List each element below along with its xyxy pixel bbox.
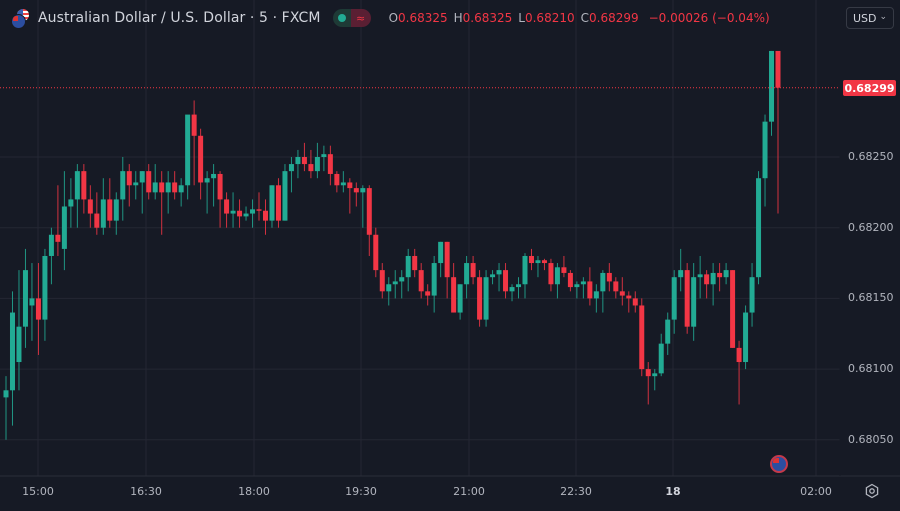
price-tick-label: 0.68150	[848, 291, 894, 305]
time-tick-label: 18	[665, 485, 681, 498]
grid-lines	[0, 0, 840, 476]
open-value: 0.68325	[398, 11, 448, 25]
symbol-title[interactable]: Australian Dollar / U.S. Dollar · 5 · FX…	[38, 10, 321, 26]
close-value: 0.68299	[589, 11, 639, 25]
candles	[3, 50, 781, 440]
market-open-indicator	[332, 9, 351, 27]
current-price-tag: 0.68299	[843, 80, 896, 96]
symbol-legend: Australian Dollar / U.S. Dollar · 5 · FX…	[10, 8, 770, 29]
low-label: L	[518, 11, 525, 25]
time-tick-label: 18:00	[238, 485, 270, 498]
time-tick-label: 21:00	[453, 485, 485, 498]
high-label: H	[453, 11, 463, 25]
currency-label: USD	[853, 11, 877, 25]
low-value: 0.68210	[524, 11, 575, 25]
green-dot-icon	[337, 14, 346, 22]
price-tick-label: 0.68100	[848, 362, 894, 376]
aud-usd-flags-icon	[10, 8, 30, 29]
time-tick-label: 02:00	[800, 485, 832, 498]
price-tick-label: 0.68050	[848, 432, 894, 446]
gear-icon[interactable]	[864, 483, 880, 499]
market-status-pill[interactable]: ≈	[332, 9, 371, 27]
high-value: 0.68325	[462, 11, 513, 25]
ohlc-values: O0.68325 H0.68325 L0.68210 C0.68299 −0.0…	[389, 11, 770, 25]
chevron-down-icon: ⌄	[879, 12, 887, 22]
approx-icon: ≈	[350, 9, 371, 27]
close-label: C	[580, 11, 589, 25]
price-tick-label: 0.68200	[848, 220, 894, 234]
au-flag-event-icon[interactable]	[770, 455, 788, 473]
time-tick-label: 19:30	[345, 485, 377, 498]
change-value: −0.00026 (−0.04%)	[648, 11, 770, 25]
time-tick-label: 22:30	[560, 485, 592, 498]
time-tick-label: 16:30	[130, 485, 162, 498]
au-flag-icon	[11, 14, 26, 29]
time-tick-label: 15:00	[22, 485, 54, 498]
open-label: O	[388, 11, 399, 25]
price-tick-label: 0.68250	[848, 150, 894, 163]
currency-selector[interactable]: USD ⌄	[846, 7, 894, 29]
